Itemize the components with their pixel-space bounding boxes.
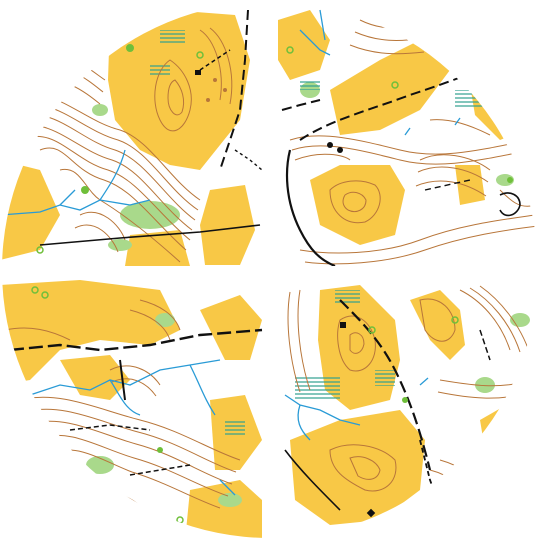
marsh-area bbox=[300, 80, 320, 90]
vegetation-patch bbox=[86, 456, 114, 474]
contour-lines bbox=[9, 27, 233, 263]
open-land-area bbox=[290, 410, 425, 525]
horizontal-divider bbox=[0, 266, 540, 276]
paths bbox=[39, 9, 263, 246]
open-land-area bbox=[200, 295, 262, 360]
vegetation-patch bbox=[475, 377, 495, 393]
point-features bbox=[36, 44, 227, 254]
marsh-area bbox=[455, 90, 485, 108]
streams bbox=[29, 359, 236, 496]
vegetation-patch bbox=[120, 201, 180, 229]
marsh-area bbox=[375, 370, 395, 386]
vegetation-patch bbox=[218, 493, 242, 507]
contour-lines bbox=[289, 19, 538, 265]
open-land-area bbox=[200, 185, 255, 265]
marsh-area bbox=[225, 420, 245, 436]
point-features bbox=[340, 316, 459, 518]
open-land-area bbox=[185, 480, 262, 538]
vegetation-patch bbox=[155, 313, 175, 327]
marsh-area bbox=[295, 375, 340, 400]
vegetation-patch bbox=[92, 104, 108, 116]
point-features bbox=[286, 46, 513, 183]
paths bbox=[9, 328, 263, 476]
vegetation-patch bbox=[496, 174, 514, 186]
open-land-area bbox=[310, 165, 405, 245]
open-land-area bbox=[455, 165, 485, 205]
quadrant-top-right bbox=[276, 2, 538, 266]
open-land-area bbox=[330, 40, 450, 135]
streams bbox=[284, 377, 429, 441]
streams bbox=[2, 149, 151, 216]
quadrant-bottom-left bbox=[2, 276, 266, 538]
open-land-area bbox=[60, 355, 130, 400]
open-land-area bbox=[410, 290, 465, 360]
vegetation-patch bbox=[108, 239, 132, 251]
streams bbox=[299, 9, 461, 136]
marsh-area bbox=[335, 290, 360, 304]
quadrant-top-left bbox=[2, 2, 266, 266]
open-land-area bbox=[2, 280, 180, 385]
quadrant-bottom-right bbox=[276, 276, 538, 538]
marsh-area bbox=[160, 30, 185, 44]
open-land-area bbox=[278, 10, 330, 80]
paths bbox=[284, 299, 491, 521]
